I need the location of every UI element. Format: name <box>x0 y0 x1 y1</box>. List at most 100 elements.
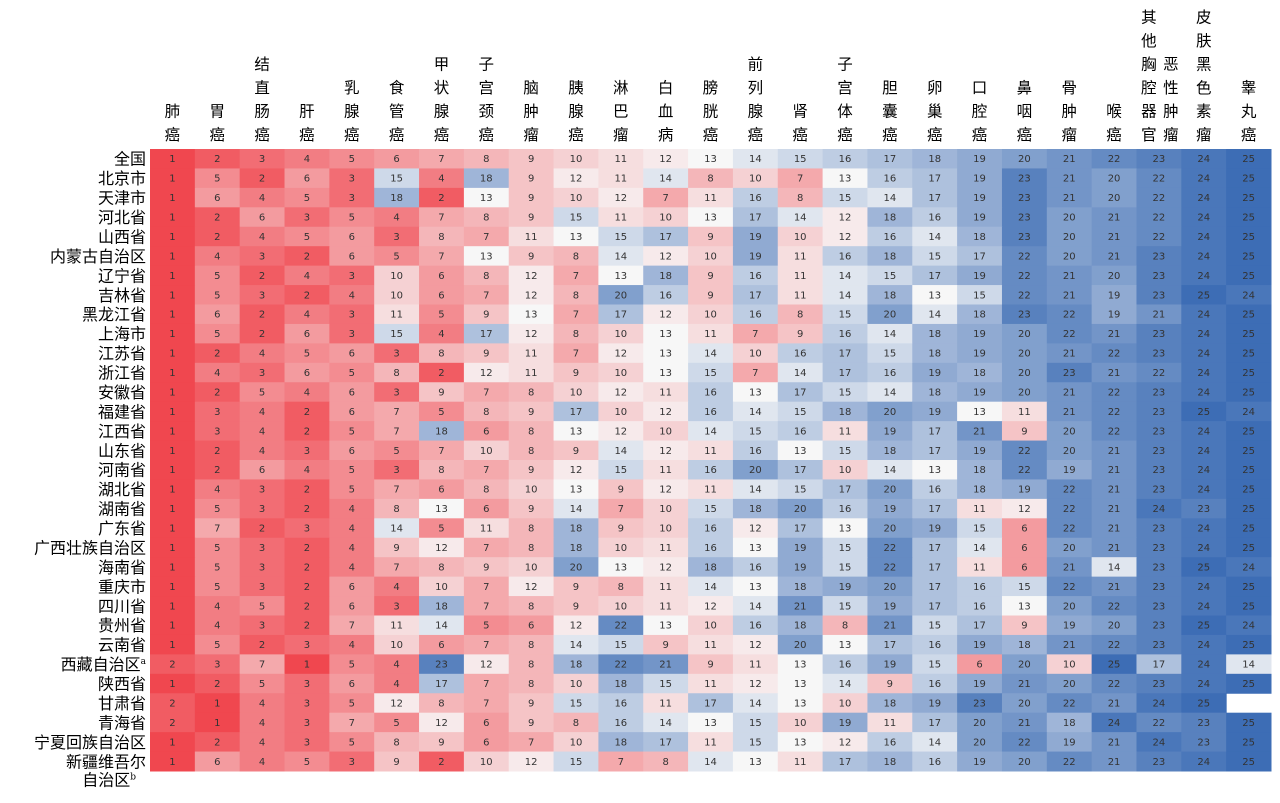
heatmap-cell <box>688 518 734 539</box>
column-label-char: 腺 <box>344 103 360 121</box>
heatmap-cell <box>1226 168 1272 189</box>
cell-value-label: 18 <box>973 368 986 379</box>
cell-value-label: 15 <box>973 524 986 535</box>
cell-value-label: 11 <box>659 543 672 554</box>
column-label-char: 睾 <box>1241 79 1257 97</box>
heatmap-cell <box>419 634 465 655</box>
cell-value-label: 5 <box>304 193 310 204</box>
cell-value-label: 16 <box>749 271 762 282</box>
heatmap-cell <box>1226 634 1272 655</box>
cell-value-label: 17 <box>839 368 852 379</box>
cell-value-label: 14 <box>614 446 627 457</box>
cell-value-label: 14 <box>883 387 896 398</box>
cell-value-label: 12 <box>614 349 627 360</box>
cell-value-label: 12 <box>839 232 852 243</box>
heatmap-cell <box>1091 693 1137 714</box>
cell-value-label: 12 <box>659 446 672 457</box>
column-label-char: 宫 <box>479 79 495 97</box>
heatmap-cell <box>777 712 824 733</box>
heatmap-cell <box>688 537 734 558</box>
heatmap-cell <box>553 751 599 772</box>
heatmap-cell <box>1136 226 1182 247</box>
heatmap-cell <box>1001 673 1048 694</box>
cell-value-label: 4 <box>214 251 220 262</box>
heatmap-cell <box>1136 149 1182 169</box>
heatmap-cell <box>150 751 196 772</box>
heatmap-cell <box>1091 382 1137 403</box>
cell-value-label: 18 <box>749 504 762 515</box>
heatmap-cell <box>508 187 555 208</box>
cell-value-label: 18 <box>928 387 941 398</box>
row-label: 黑龙江省 <box>82 305 146 324</box>
cell-value-label: 17 <box>973 251 986 262</box>
cell-value-label: 14 <box>883 465 896 476</box>
cell-value-label: 9 <box>707 660 713 671</box>
column-label-char: 癌 <box>1017 126 1033 144</box>
heatmap-cell <box>822 673 868 694</box>
cell-value-label: 14 <box>839 679 852 690</box>
heatmap-cell <box>463 323 510 344</box>
heatmap-cell <box>1046 304 1093 325</box>
heatmap-cell <box>419 149 465 169</box>
cell-value-label: 14 <box>839 290 852 301</box>
heatmap-cell <box>688 634 734 655</box>
cell-value-label: 15 <box>839 193 852 204</box>
heatmap-cell <box>777 537 824 558</box>
cell-value-label: 15 <box>839 601 852 612</box>
heatmap-cell <box>463 576 510 597</box>
heatmap-cell <box>194 557 241 578</box>
heatmap-cell <box>284 285 330 305</box>
cell-value-label: 17 <box>614 310 627 321</box>
heatmap-cell <box>239 362 286 383</box>
cell-value-label: 21 <box>1108 329 1121 340</box>
heatmap-cell <box>1136 634 1182 655</box>
cell-value-label: 5 <box>349 465 355 476</box>
cell-value-label: 12 <box>659 407 672 418</box>
heatmap-cell <box>374 421 420 442</box>
heatmap-cell <box>239 187 286 208</box>
cell-value-label: 2 <box>304 251 310 262</box>
heatmap-cell <box>284 401 330 422</box>
cell-value-label: 8 <box>573 718 579 729</box>
heatmap-cell <box>239 460 286 480</box>
heatmap-cell <box>1091 149 1137 169</box>
heatmap-cell <box>643 265 689 286</box>
heatmap-cell <box>284 226 330 247</box>
row-label: 西藏自治区a <box>61 655 147 674</box>
cell-value-label: 19 <box>973 640 986 651</box>
cell-value-label: 4 <box>393 213 399 224</box>
cell-value-label: 2 <box>214 446 220 457</box>
heatmap-cell <box>1001 498 1048 519</box>
cell-value-label: 17 <box>839 757 852 768</box>
cell-value-label: 8 <box>393 368 399 379</box>
cell-value-label: 2 <box>304 562 310 573</box>
heatmap-cell <box>419 440 465 461</box>
cell-value-label: 2 <box>259 524 265 535</box>
column-label-char: 肝 <box>299 103 315 121</box>
heatmap-cell <box>374 187 420 208</box>
heatmap-cell <box>777 693 824 714</box>
heatmap-cell <box>194 168 241 189</box>
heatmap-cell <box>150 226 196 247</box>
heatmap-cell <box>194 634 241 655</box>
cell-value-label: 16 <box>928 213 941 224</box>
cell-value-label: 13 <box>839 524 852 535</box>
heatmap-cell <box>822 226 868 247</box>
heatmap-cell <box>777 187 824 208</box>
cell-value-label: 21 <box>1108 543 1121 554</box>
cell-value-label: 18 <box>973 465 986 476</box>
heatmap-cell <box>1226 187 1272 208</box>
cell-value-label: 17 <box>659 232 672 243</box>
cell-value-label: 1 <box>169 640 175 651</box>
heatmap-cell <box>374 343 420 364</box>
heatmap-cell <box>957 712 1003 733</box>
heatmap-cell <box>732 362 779 383</box>
heatmap-cell <box>1046 537 1093 558</box>
cell-value-label: 12 <box>1018 504 1031 515</box>
cell-value-label: 12 <box>659 310 672 321</box>
heatmap-cell <box>1046 285 1093 305</box>
cell-value-label: 1 <box>169 562 175 573</box>
heatmap-cell <box>688 460 734 480</box>
heatmap-cell <box>194 265 241 286</box>
cell-value-label: 3 <box>304 737 310 748</box>
